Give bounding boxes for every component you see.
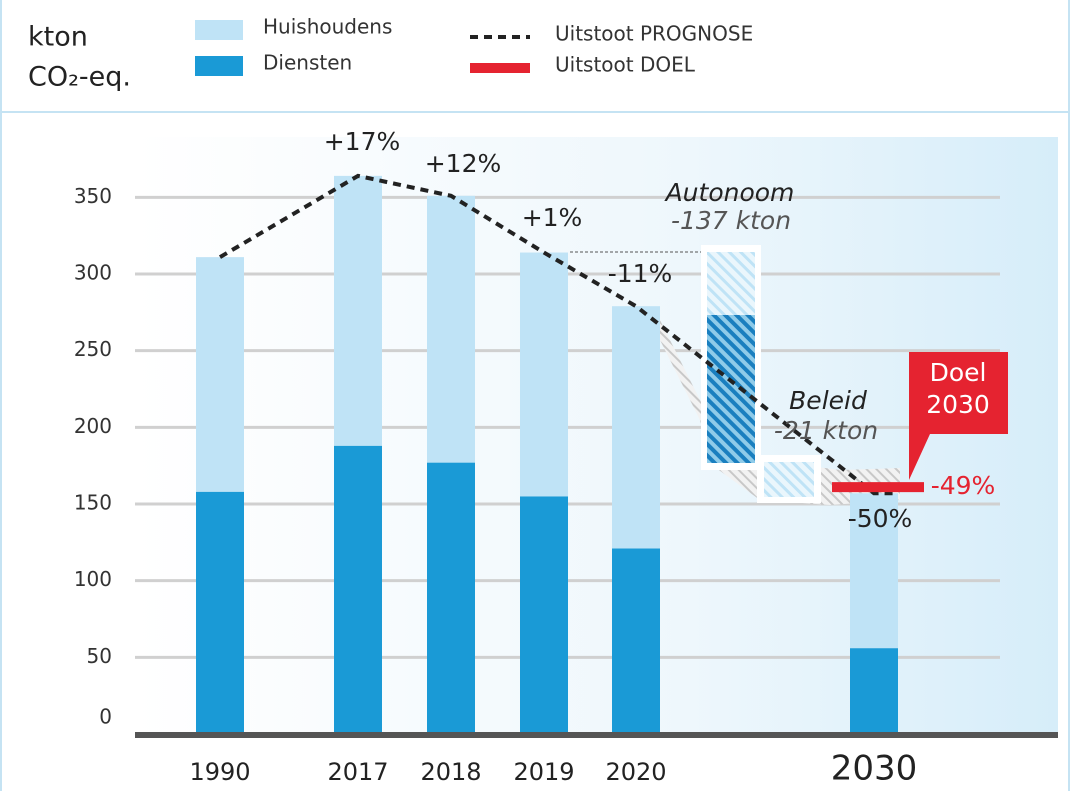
annotation: 2030 [926, 390, 990, 419]
y-tick-label: 0 [99, 705, 112, 729]
annotation: Beleid [789, 386, 867, 415]
y-tick-label: 300 [74, 261, 112, 285]
marks [196, 173, 924, 734]
annotation: -49% [931, 471, 996, 500]
x-tick-label: 2017 [327, 758, 388, 786]
annotation: -137 kton [671, 206, 791, 235]
annotation: Doel [930, 358, 987, 387]
hatched-block [764, 462, 814, 497]
legend-label: Diensten [263, 51, 352, 75]
bar-segment [334, 445, 382, 734]
y-tick-label: 200 [74, 414, 112, 438]
forecast-line [218, 173, 894, 496]
bar-segment [612, 306, 660, 549]
legend-label: Uitstoot DOEL [555, 53, 696, 77]
y-axis-label: kton [28, 22, 88, 53]
x-tick-label: 2030 [831, 749, 918, 789]
y-tick-label: 50 [87, 644, 112, 668]
bar-segment [196, 491, 244, 734]
annotation: -11% [608, 259, 673, 288]
x-tick-label: 2018 [420, 758, 481, 786]
target-callout [909, 352, 1008, 480]
x-tick-label: 2019 [513, 758, 574, 786]
bar-segment [427, 195, 475, 463]
legend-label: Uitstoot PROGNOSE [555, 22, 753, 46]
legend-swatch [195, 56, 243, 76]
annotation: +12% [425, 149, 502, 178]
x-tick-label: 1990 [189, 758, 250, 786]
y-axis-label: CO₂-eq. [28, 62, 131, 93]
legend-swatch [195, 20, 243, 40]
annotation: Autonoom [664, 178, 795, 207]
bar-segment [196, 257, 244, 492]
annotation: +17% [324, 127, 401, 156]
x-tick-label: 2020 [605, 758, 666, 786]
annotation: -21 kton [774, 416, 878, 445]
bar-segment [850, 648, 898, 734]
bar-segment [520, 496, 568, 734]
y-tick-label: 100 [74, 567, 112, 591]
bar-segment [427, 462, 475, 734]
y-tick-label: 350 [74, 184, 112, 208]
hatched-block [707, 315, 755, 463]
bar-segment [520, 252, 568, 497]
annotation: +1% [522, 203, 583, 232]
y-tick-label: 250 [74, 337, 112, 361]
bar-segment [334, 175, 382, 446]
bar-segment [612, 548, 660, 734]
plot-area [135, 137, 1058, 735]
hatched-block [707, 252, 755, 315]
y-tick-label: 150 [74, 491, 112, 515]
legend-label: Huishoudens [263, 15, 392, 39]
annotation: -50% [848, 504, 913, 533]
bar-segment [850, 493, 898, 649]
